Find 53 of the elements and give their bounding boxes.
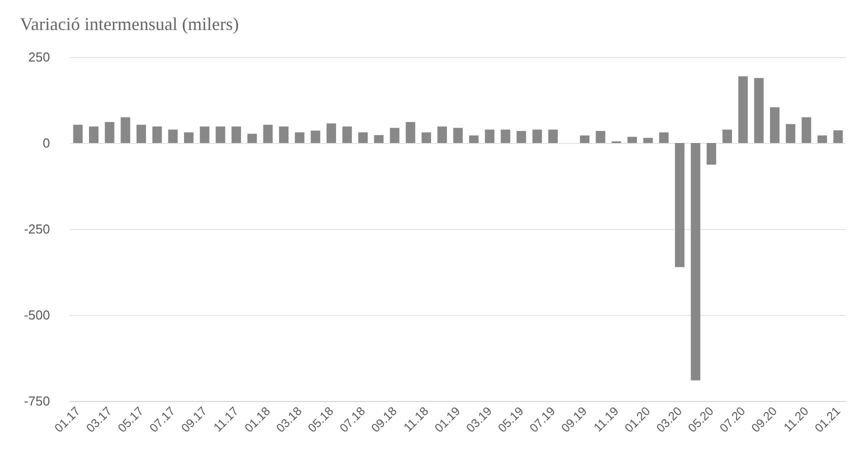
bar: [216, 126, 226, 143]
bar: [437, 126, 447, 143]
bar: [548, 130, 558, 143]
bar: [500, 130, 510, 143]
bar: [833, 130, 843, 143]
bar: [532, 130, 542, 143]
bar: [184, 132, 194, 143]
bar: [674, 143, 684, 268]
bar: [342, 126, 352, 143]
bar: [469, 135, 479, 143]
y-tick-label: 250: [28, 50, 50, 64]
bar: [310, 130, 320, 143]
bar: [73, 124, 83, 143]
bar: [484, 130, 494, 143]
y-tick-label: -500: [24, 308, 50, 322]
bar: [817, 135, 827, 143]
y-tick-label: 0: [42, 136, 50, 150]
bar: [770, 107, 780, 143]
bar: [200, 126, 210, 143]
bar: [263, 124, 273, 143]
bar: [802, 117, 812, 143]
bar: [326, 123, 336, 143]
bar: [390, 128, 400, 143]
bar: [374, 135, 384, 143]
bar: [690, 143, 700, 380]
bar: [247, 134, 257, 143]
bar: [152, 126, 162, 143]
bar: [627, 136, 637, 143]
bar: [786, 124, 796, 143]
chart-subtitle: Variació intermensual (milers): [20, 14, 239, 34]
bar: [516, 130, 526, 143]
bar: [453, 128, 463, 143]
bar: [738, 76, 748, 143]
bar: [104, 122, 114, 143]
bar: [659, 132, 669, 143]
bar: [279, 126, 289, 143]
bar: [754, 78, 764, 143]
bar: [580, 135, 590, 143]
y-tick-label: -250: [24, 222, 50, 236]
bar: [294, 132, 304, 143]
bar: [168, 130, 178, 143]
bar: [596, 130, 606, 143]
bar: [136, 124, 146, 143]
bar: [722, 130, 732, 143]
bar: [89, 126, 99, 143]
bar: [232, 126, 242, 143]
bar: [406, 122, 416, 143]
bar: [422, 132, 432, 143]
bar: [358, 132, 368, 143]
bar: [643, 138, 653, 143]
bar: [120, 117, 130, 143]
y-tick-label: -750: [24, 394, 50, 408]
bar: [706, 143, 716, 165]
